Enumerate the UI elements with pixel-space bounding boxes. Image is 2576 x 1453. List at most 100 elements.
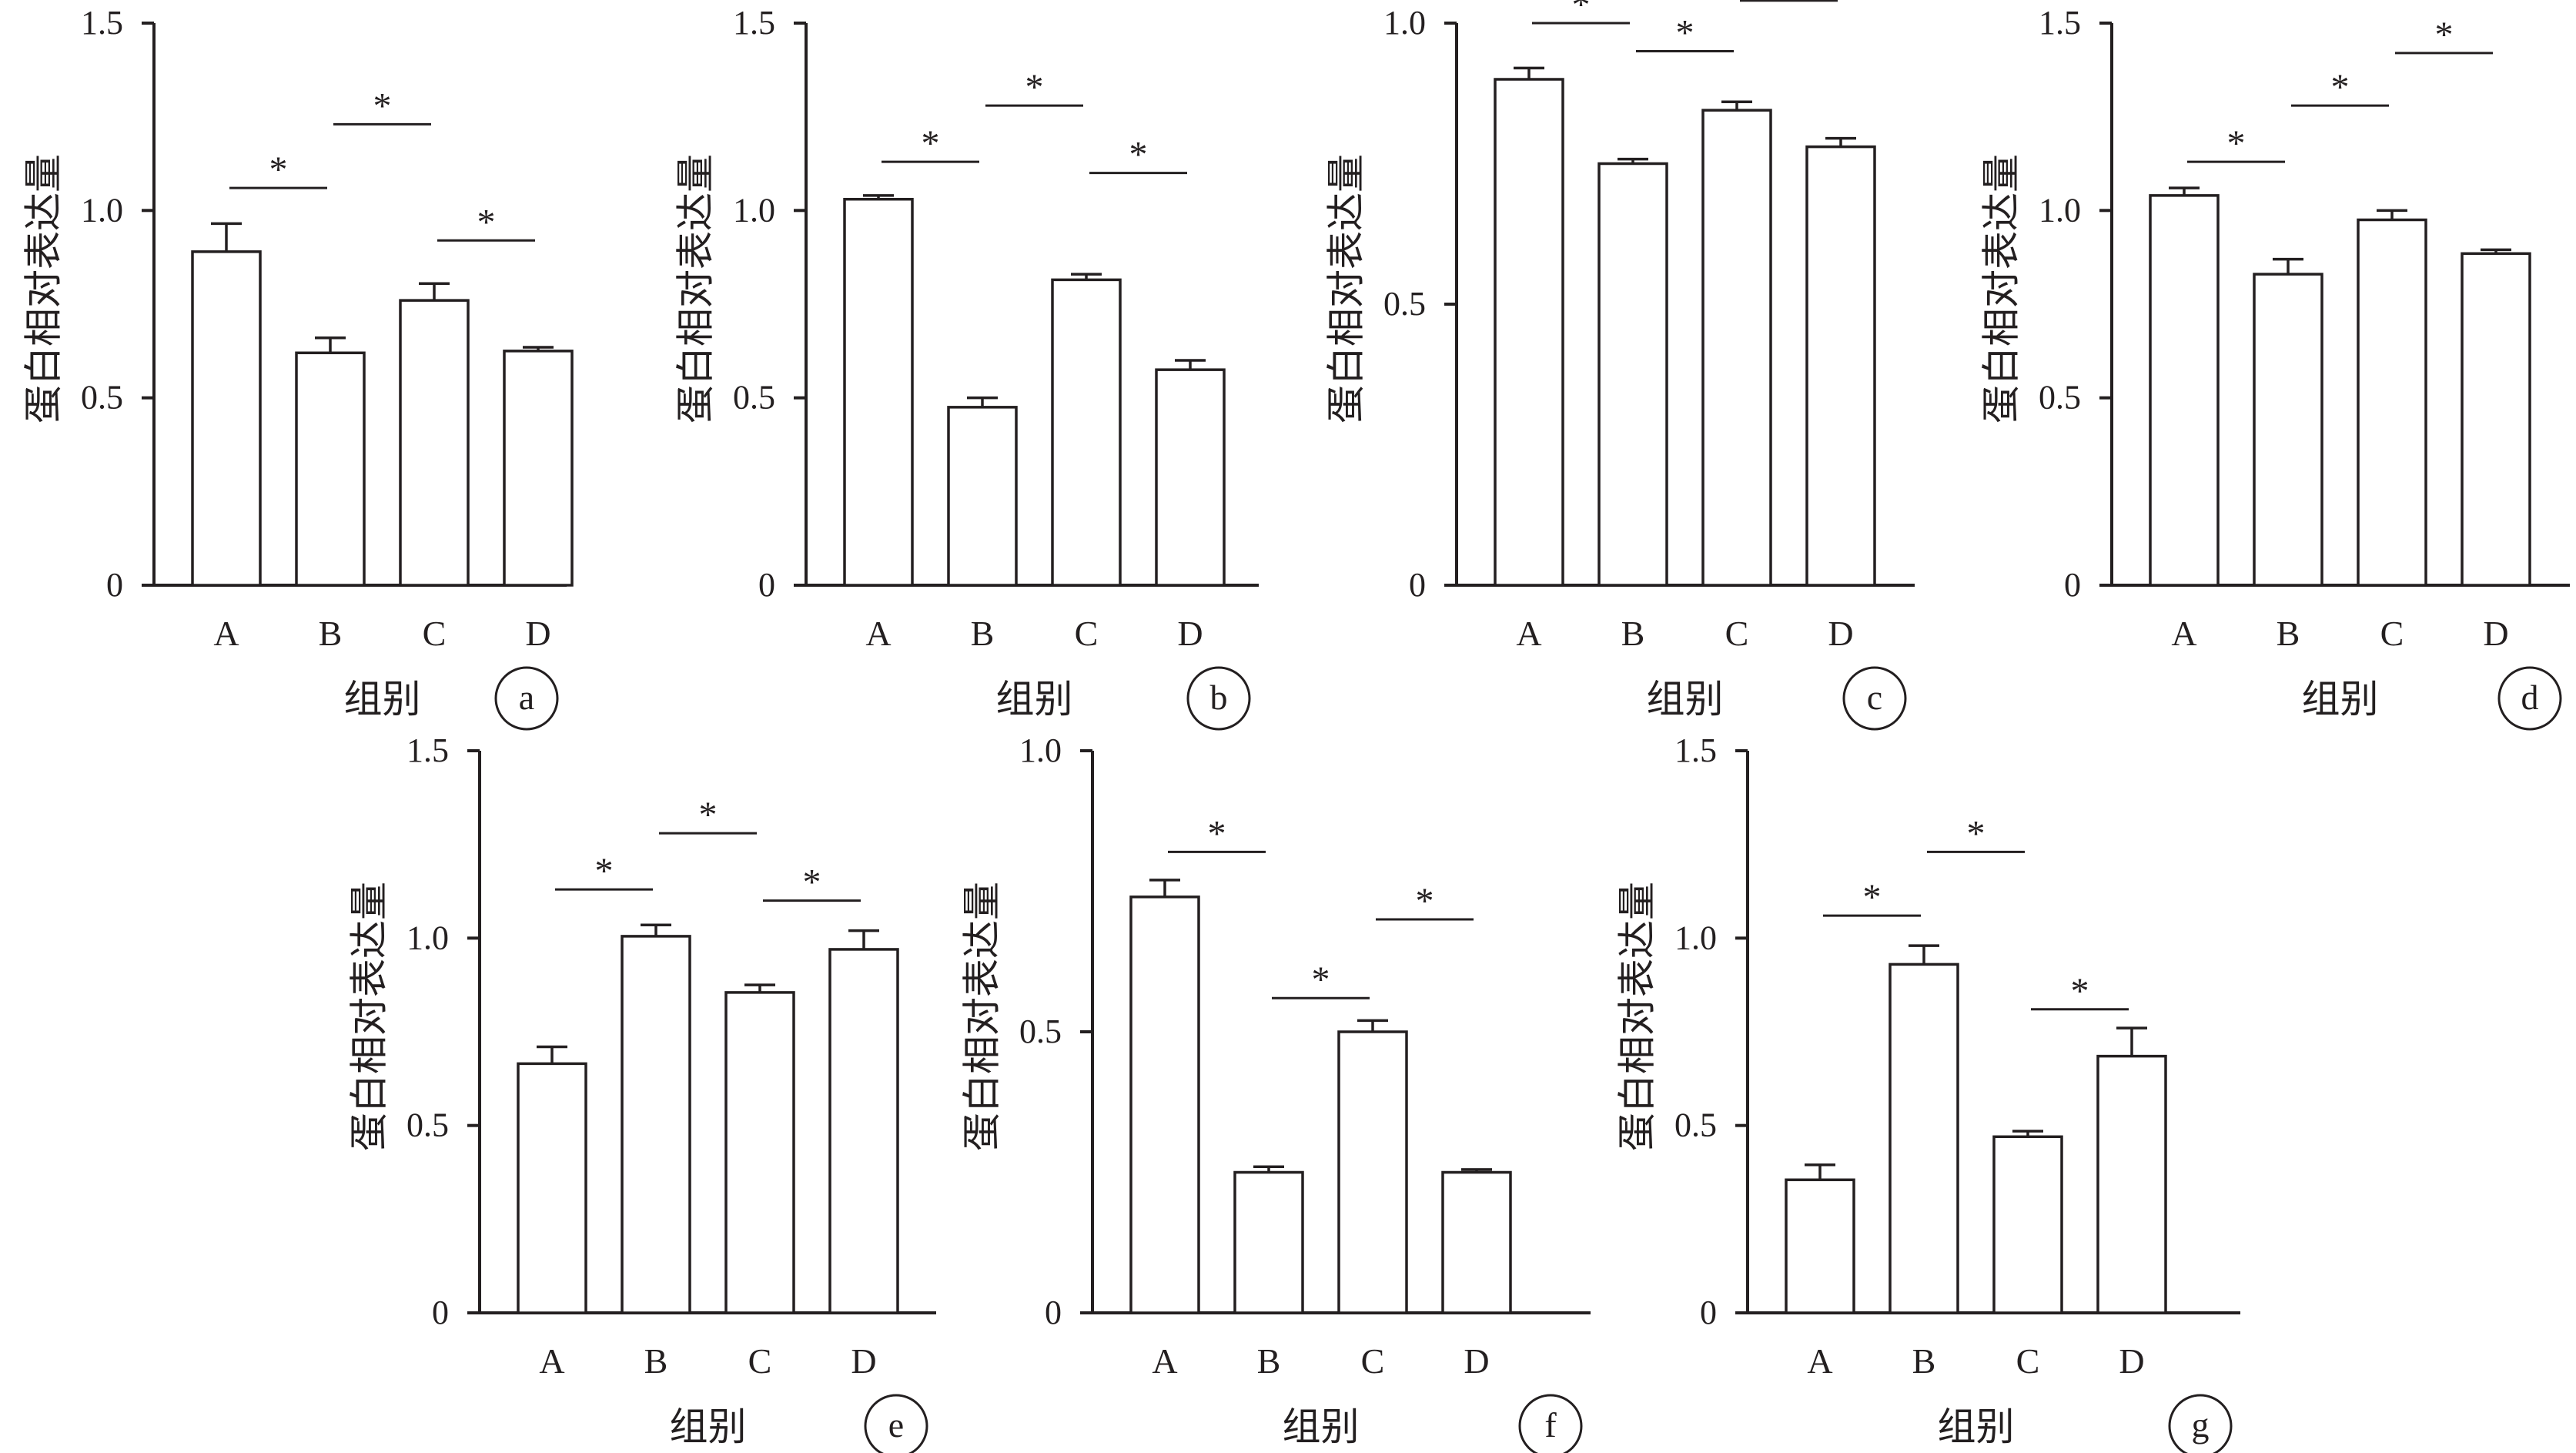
bar-A bbox=[1129, 896, 1200, 1314]
x-category-label: B bbox=[2277, 614, 2300, 653]
y-tick-label: 1.5 bbox=[81, 4, 123, 42]
bar-B bbox=[295, 351, 366, 587]
panel-letter: b bbox=[1210, 678, 1228, 717]
significance-star: * bbox=[1208, 813, 1226, 854]
x-category-label: B bbox=[319, 614, 343, 653]
x-category-label: D bbox=[1464, 1341, 1489, 1381]
y-tick-label: 1.5 bbox=[406, 732, 449, 769]
significance-star: * bbox=[803, 862, 821, 903]
y-tick-label: 0 bbox=[1700, 1294, 1717, 1331]
bar-B bbox=[621, 935, 691, 1314]
y-tick-label: 1.5 bbox=[2039, 4, 2081, 42]
significance-star: * bbox=[595, 851, 614, 892]
y-tick-label: 1.0 bbox=[1674, 919, 1717, 956]
y-tick-label: 0.5 bbox=[1383, 285, 1426, 323]
x-category-label: B bbox=[1912, 1341, 1936, 1381]
bar-D bbox=[2461, 252, 2531, 587]
x-category-label: D bbox=[1828, 614, 1853, 653]
significance-star: * bbox=[2071, 971, 2089, 1012]
x-axis-title: 组别 bbox=[1647, 677, 1724, 721]
bar-D bbox=[1805, 145, 1876, 587]
panel-letter-circle bbox=[1518, 1394, 1583, 1453]
significance-star: * bbox=[1967, 813, 1986, 854]
y-tick-label: 0 bbox=[1045, 1294, 1062, 1331]
panel-letter-circle bbox=[494, 666, 559, 731]
y-tick-label: 0.5 bbox=[733, 379, 775, 417]
x-category-label: D bbox=[2119, 1341, 2144, 1381]
x-category-label: A bbox=[1152, 1341, 1177, 1381]
bar-A bbox=[1785, 1178, 1855, 1314]
y-tick-label: 1.0 bbox=[1383, 4, 1426, 42]
x-category-label: A bbox=[2171, 614, 2196, 653]
y-tick-label: 0 bbox=[106, 566, 123, 604]
significance-star: * bbox=[1676, 13, 1694, 54]
x-category-label: B bbox=[1257, 1341, 1281, 1381]
y-axis-title: 蛋白相对表达量 bbox=[22, 154, 66, 424]
bar-A bbox=[517, 1062, 587, 1314]
x-category-label: C bbox=[2016, 1341, 2040, 1381]
x-category-label: B bbox=[971, 614, 995, 653]
bar-C bbox=[399, 299, 470, 587]
y-tick-label: 1.5 bbox=[1674, 732, 1717, 769]
x-axis-title: 组别 bbox=[1938, 1404, 2015, 1449]
y-tick-label: 0.5 bbox=[406, 1106, 449, 1144]
y-axis-title: 蛋白相对表达量 bbox=[1979, 154, 2024, 424]
significance-star: * bbox=[1025, 67, 1044, 108]
bar-C bbox=[724, 991, 795, 1314]
x-category-label: B bbox=[1621, 614, 1645, 653]
y-axis-title: 蛋白相对表达量 bbox=[1615, 882, 1660, 1151]
y-tick-label: 1.0 bbox=[406, 919, 449, 956]
significance-star: * bbox=[1572, 0, 1591, 25]
y-axis-title: 蛋白相对表达量 bbox=[960, 882, 1005, 1151]
panel-letter: a bbox=[519, 678, 534, 717]
bar-C bbox=[1701, 109, 1772, 587]
significance-star: * bbox=[269, 149, 288, 190]
bar-C bbox=[2357, 218, 2427, 587]
x-category-label: A bbox=[213, 614, 239, 653]
bar-B bbox=[2253, 273, 2323, 587]
bar-A bbox=[191, 250, 262, 587]
y-tick-label: 0 bbox=[1409, 566, 1426, 604]
panel-letter: e bbox=[888, 1405, 904, 1445]
x-category-label: D bbox=[851, 1341, 876, 1381]
significance-star: * bbox=[922, 123, 940, 164]
x-category-label: A bbox=[1516, 614, 1541, 653]
x-axis-title: 组别 bbox=[1283, 1404, 1360, 1449]
x-category-label: D bbox=[2483, 614, 2508, 653]
panel-letter: c bbox=[1867, 678, 1882, 717]
significance-star: * bbox=[373, 85, 392, 126]
bar-B bbox=[1597, 162, 1668, 587]
x-axis-title: 组别 bbox=[344, 677, 421, 721]
bar-D bbox=[503, 350, 574, 587]
bar-B bbox=[1889, 963, 1959, 1314]
y-tick-label: 1.5 bbox=[733, 4, 775, 42]
significance-star: * bbox=[2435, 15, 2454, 55]
x-category-label: A bbox=[865, 614, 891, 653]
bar-A bbox=[1494, 78, 1564, 587]
x-category-label: A bbox=[539, 1341, 564, 1381]
panel-letter-circle bbox=[864, 1394, 928, 1453]
bar-A bbox=[843, 197, 914, 587]
bar-B bbox=[947, 406, 1018, 587]
y-tick-label: 1.0 bbox=[2039, 191, 2081, 229]
bar-D bbox=[1441, 1170, 1512, 1314]
significance-star: * bbox=[2227, 123, 2246, 164]
panel-letter-circle bbox=[2497, 666, 2562, 731]
y-tick-label: 0.5 bbox=[1674, 1106, 1717, 1144]
significance-star: * bbox=[1780, 0, 1798, 3]
x-category-label: D bbox=[1177, 614, 1203, 653]
x-category-label: C bbox=[1075, 614, 1099, 653]
panel-letter-circle bbox=[1186, 666, 1251, 731]
y-tick-label: 1.0 bbox=[733, 191, 775, 229]
significance-star: * bbox=[1129, 135, 1148, 176]
x-category-label: C bbox=[1361, 1341, 1385, 1381]
x-axis-title: 组别 bbox=[996, 677, 1073, 721]
